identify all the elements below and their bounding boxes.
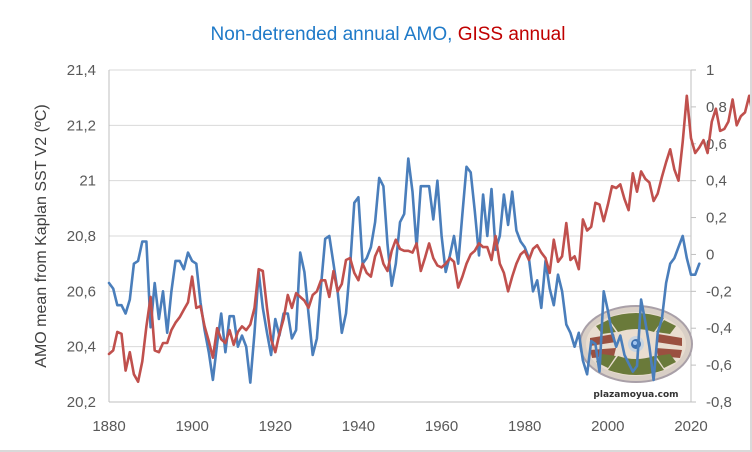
series-lines [107,94,750,384]
chart-title-part-amo: Non-detrended annual AMO, [211,24,458,45]
y-right-tick-label: 0,8 [706,99,727,116]
chart-title-part-giss: GISS annual [458,24,566,45]
y-right-tick-label: -0,2 [706,283,732,300]
y-left-tick-label: 20,8 [67,228,96,245]
x-tick-label: 1880 [92,418,125,435]
y-right-tick-label: -0,4 [706,320,732,337]
y-right-tick-label: 0 [706,246,714,263]
series-line-giss [107,94,750,384]
y-right-tick-label: 0,4 [706,173,727,190]
x-tick-label: 1980 [508,418,541,435]
plaza-logo-icon [579,305,693,383]
y-left-tick-label: 21,4 [67,62,96,79]
x-tick-labels: 1880 1900 1920 1940 1960 1980 2000 2020 [92,418,707,435]
y-right-tick-label: 0,2 [706,210,727,227]
y-right-tick-labels: -0,8 -0,6 -0,4 -0,2 0 0,2 0,4 0,6 0,8 1 [691,62,732,411]
x-tick-label: 1960 [425,418,458,435]
y-right-tick-label: 0,6 [706,136,727,153]
y-left-tick-label: 21 [79,173,96,190]
y-left-tick-label: 20,6 [67,283,96,300]
y-right-tick-label: -0,8 [706,394,732,411]
y-left-tick-label: 21,2 [67,117,96,134]
gridlines [109,69,691,403]
x-tick-label: 1920 [259,418,292,435]
x-tick-label: 2020 [674,418,707,435]
x-tick-label: 2000 [591,418,624,435]
y-left-tick-labels: 20,2 20,4 20,6 20,8 21 21,2 21,4 [67,62,96,411]
y-left-axis-title: AMO mean from Kaplan SST V2 (ºC) [33,104,50,367]
chart-title: Non-detrended annual AMO, GISS annual [211,24,566,45]
x-tick-label: 1940 [342,418,375,435]
y-right-tick-label: -0,6 [706,357,732,374]
y-right-tick-label: 1 [706,62,714,79]
y-left-tick-label: 20,4 [67,339,96,356]
y-left-tick-label: 20,2 [67,394,96,411]
series-line-amo [107,157,701,384]
x-tick-label: 1900 [175,418,208,435]
watermark-text: plazamoyua.com [593,390,678,400]
